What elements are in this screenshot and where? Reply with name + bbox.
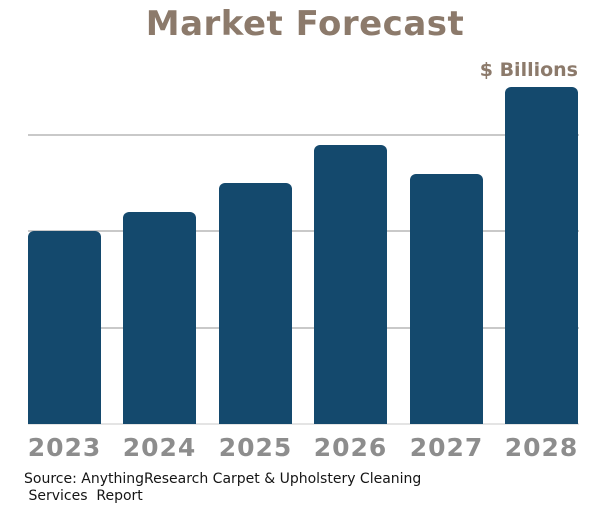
bar-2023[interactable] xyxy=(28,231,101,424)
x-tick-2025: 2025 xyxy=(218,433,293,462)
plot-area xyxy=(28,84,579,425)
x-axis-baseline xyxy=(28,423,579,425)
x-tick-2028: 2028 xyxy=(504,433,579,462)
bar-2025[interactable] xyxy=(219,183,292,424)
source-line-2: Services Report xyxy=(24,488,143,504)
gridline-1 xyxy=(28,326,579,329)
x-axis-labels: 2023 2024 2025 2026 2027 2028 xyxy=(28,433,579,465)
x-tick-2026: 2026 xyxy=(313,433,388,462)
chart-title: Market Forecast xyxy=(145,4,465,44)
bar-2027[interactable] xyxy=(410,174,483,424)
x-tick-2027: 2027 xyxy=(409,433,484,462)
source-note: Source: AnythingResearch Carpet & Uphols… xyxy=(24,471,584,505)
gridline-2 xyxy=(28,230,579,233)
units-label: $ Billions xyxy=(479,59,578,81)
source-line-1: Source: AnythingResearch Carpet & Uphols… xyxy=(24,471,422,487)
bar-2026[interactable] xyxy=(314,145,387,424)
bar-2024[interactable] xyxy=(123,212,196,424)
gridline-3 xyxy=(28,134,579,137)
x-tick-2024: 2024 xyxy=(122,433,197,462)
x-tick-2023: 2023 xyxy=(27,433,102,462)
bar-2028[interactable] xyxy=(505,87,578,424)
